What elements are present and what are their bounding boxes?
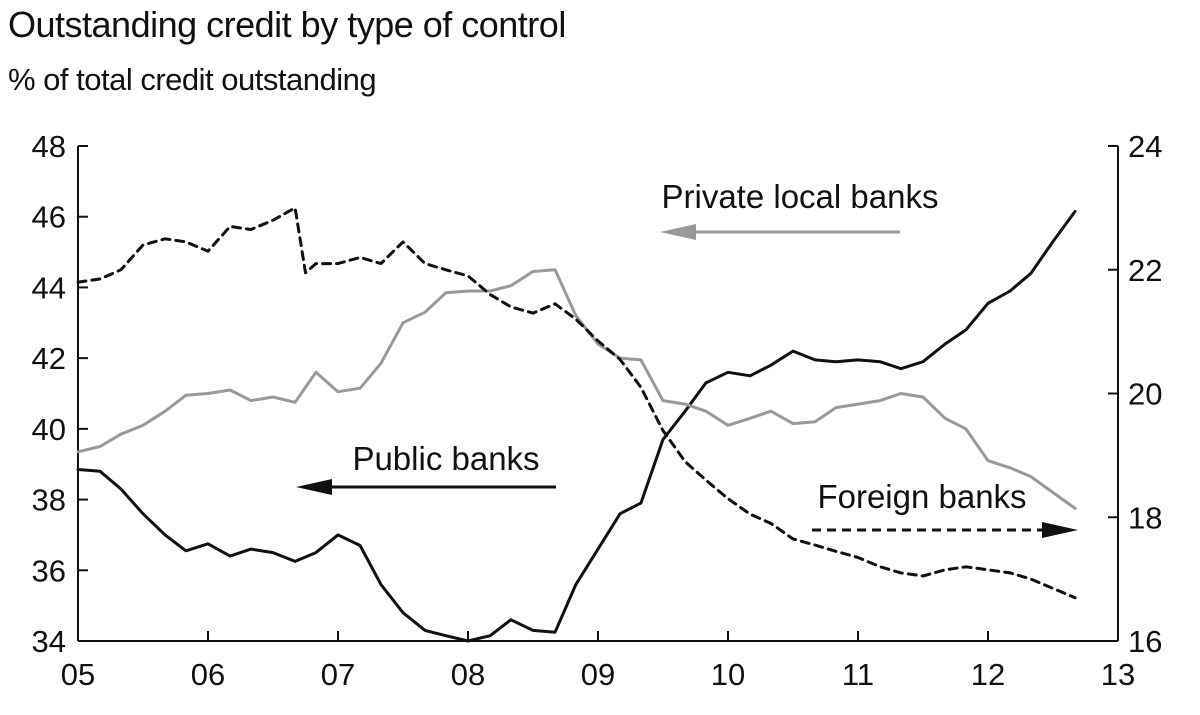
right-tick-label: 16 <box>1128 624 1162 659</box>
series-line-public-banks <box>76 209 1077 643</box>
series-layer <box>76 206 1077 643</box>
annotation-label-private-local-banks: Private local banks <box>662 178 939 215</box>
right-tick-label: 22 <box>1128 253 1162 288</box>
left-tick-label: 34 <box>32 624 66 659</box>
left-tick-label: 42 <box>32 341 66 376</box>
left-tick-label: 40 <box>32 412 66 447</box>
annotation-arrow-head <box>660 224 696 240</box>
left-tick-label: 48 <box>32 129 66 164</box>
annotation-arrow-head <box>1042 522 1078 538</box>
x-tick-label: 05 <box>61 657 95 692</box>
series-line-foreign-banks <box>76 206 1077 600</box>
axes: 34 36 38 40 42 44 46 48 16 18 20 22 24 05 06 07 08 09 10 11… <box>32 129 1163 692</box>
chart-subtitle: % of total credit outstanding <box>8 62 377 97</box>
x-tick-label: 11 <box>842 657 874 692</box>
annotation-layer: Private local banks Public banks Foreign b… <box>296 178 1078 538</box>
x-tick-label: 12 <box>971 657 1005 692</box>
x-tick-label: 13 <box>1101 657 1135 692</box>
x-tick-label: 10 <box>711 657 745 692</box>
left-tick-label: 38 <box>32 483 66 518</box>
right-tick-label: 24 <box>1128 129 1162 164</box>
left-tick-label: 44 <box>32 270 66 305</box>
left-tick-label: 36 <box>32 553 66 588</box>
right-tick-label: 18 <box>1128 500 1162 535</box>
left-tick-label: 46 <box>32 200 66 235</box>
annotation-arrow-head <box>296 479 332 495</box>
x-tick-label: 07 <box>321 657 355 692</box>
chart-title: Outstanding credit by type of control <box>8 4 566 45</box>
right-tick-label: 20 <box>1128 377 1162 412</box>
annotation-label-public-banks: Public banks <box>352 440 539 477</box>
x-tick-label: 09 <box>581 657 615 692</box>
x-tick-label: 06 <box>191 657 225 692</box>
x-tick-label: 08 <box>451 657 485 692</box>
annotation-label-foreign-banks: Foreign banks <box>817 478 1026 515</box>
series-line-private-local-banks <box>76 268 1077 510</box>
